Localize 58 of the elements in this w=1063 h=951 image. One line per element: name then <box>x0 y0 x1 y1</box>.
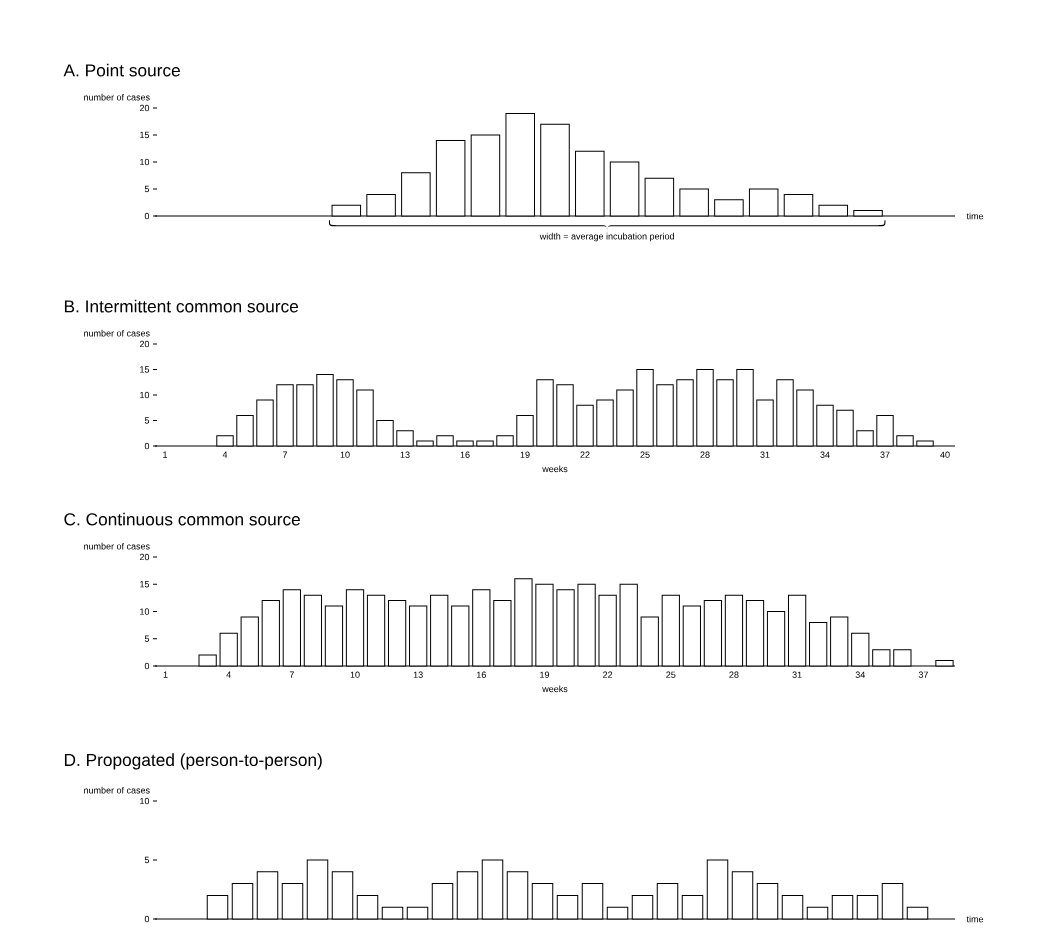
y-tick-label: 15 <box>140 366 150 373</box>
x-tick-label: 1 <box>163 451 168 458</box>
x-tick-label: 13 <box>413 671 423 678</box>
x-tick-label: 37 <box>918 671 928 678</box>
y-tick-label: 15 <box>140 581 150 588</box>
x-tick-label: 22 <box>580 451 590 458</box>
y-axis-title: number of cases <box>84 93 150 101</box>
x-tick-label: 31 <box>792 671 802 678</box>
x-tick-label: 34 <box>855 671 865 678</box>
chart-title: A. Point source <box>63 63 180 77</box>
x-tick-label: 25 <box>640 451 650 458</box>
y-tick-label: 0 <box>144 442 150 450</box>
y-tick-label: 5 <box>144 417 150 424</box>
y-tick-label: 5 <box>144 185 150 193</box>
x-tick-label: 31 <box>760 451 770 458</box>
y-axis-title: number of cases <box>84 786 150 794</box>
chart-title: B. Intermittent common source <box>64 299 299 313</box>
y-axis-title: number of cases <box>84 329 150 337</box>
y-tick-label: 20 <box>139 104 150 112</box>
y-tick-label: 10 <box>140 797 150 805</box>
chart-title: C. Continuous common source <box>64 512 300 526</box>
y-tick-label: 20 <box>139 553 150 561</box>
x-tick-label: 13 <box>400 451 410 458</box>
x-tick-label: 28 <box>729 671 739 678</box>
y-tick-label: 10 <box>140 391 150 399</box>
y-tick-label: 15 <box>140 131 150 139</box>
x-tick-label: 10 <box>350 671 360 678</box>
chart-title: D. Propogated (person-to-person) <box>64 753 322 770</box>
x-tick-label: 25 <box>666 671 676 678</box>
x-axis-title: time <box>966 915 984 923</box>
x-tick-label: 7 <box>282 451 288 458</box>
x-axis-title: weeks <box>542 465 568 473</box>
x-tick-label: 16 <box>460 451 470 458</box>
y-tick-label: 5 <box>144 856 150 864</box>
y-tick-label: 0 <box>144 915 150 923</box>
x-tick-label: 16 <box>477 671 486 678</box>
x-tick-label: 1 <box>163 671 168 678</box>
y-tick-label: 5 <box>144 635 150 642</box>
x-tick-label: 34 <box>820 451 830 458</box>
y-tick-label: 20 <box>139 340 150 348</box>
x-tick-label: 4 <box>226 671 231 678</box>
x-tick-label: 22 <box>603 671 613 678</box>
x-tick-label: 19 <box>540 671 550 678</box>
y-axis-title: number of cases <box>84 542 150 550</box>
text: width = average incubation period <box>539 232 674 242</box>
x-tick-label: 37 <box>880 451 890 458</box>
x-tick-label: 10 <box>340 451 350 458</box>
x-tick-label: 4 <box>222 451 228 458</box>
x-tick-label: 19 <box>520 451 530 458</box>
x-tick-label: 7 <box>289 671 294 678</box>
y-tick-label: 10 <box>140 608 150 615</box>
y-tick-label: 10 <box>140 158 150 166</box>
x-tick-label: 40 <box>940 451 950 458</box>
x-axis-title: time <box>966 212 984 220</box>
y-tick-label: 0 <box>144 212 150 220</box>
x-tick-label: 28 <box>700 451 710 458</box>
y-tick-label: 0 <box>144 662 150 670</box>
x-axis-title: weeks <box>542 685 568 693</box>
